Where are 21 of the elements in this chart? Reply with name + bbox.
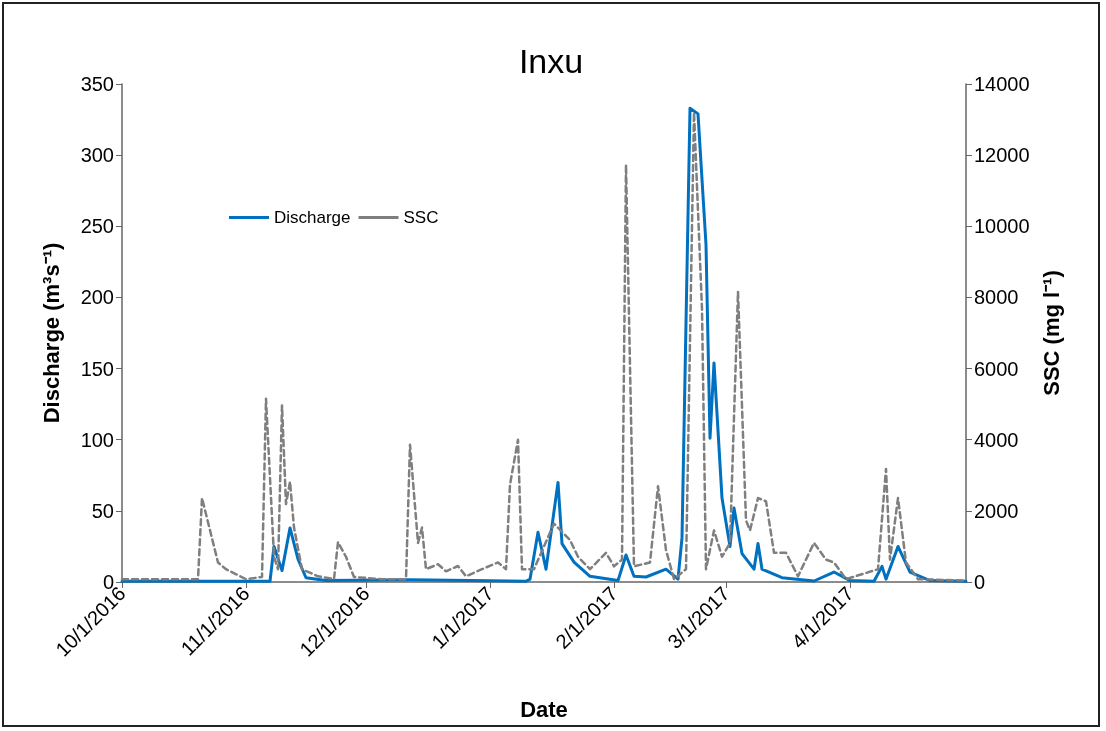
y2-tick-label: 2000 (974, 499, 1019, 522)
legend-label: SSC (403, 208, 439, 227)
y2-axis-title: SSC (mg l⁻¹) (1039, 270, 1065, 396)
y2-tick-label: 8000 (974, 286, 1019, 309)
y-tick-label: 250 (80, 215, 114, 238)
y-tick-label: 200 (80, 286, 114, 309)
y2-tick-label: 6000 (974, 357, 1019, 380)
y-axis-title: Discharge (m³s⁻¹) (38, 242, 64, 424)
y-tick-label: 50 (91, 499, 114, 522)
y2-tick-label: 14000 (974, 73, 1030, 95)
y2-tick-label: 12000 (974, 144, 1030, 167)
y-tick-label: 100 (80, 428, 114, 451)
chart-title: Inxu (518, 42, 584, 80)
y2-tick-label: 0 (974, 571, 986, 593)
y-tick-label: 300 (80, 144, 114, 167)
y2-tick-label: 4000 (974, 428, 1019, 451)
y-tick-label: 350 (80, 73, 114, 95)
x-axis-title: Date (520, 696, 568, 722)
y2-tick-label: 10000 (974, 215, 1030, 238)
legend-label: Discharge (274, 208, 351, 227)
y-tick-label: 150 (80, 357, 114, 380)
